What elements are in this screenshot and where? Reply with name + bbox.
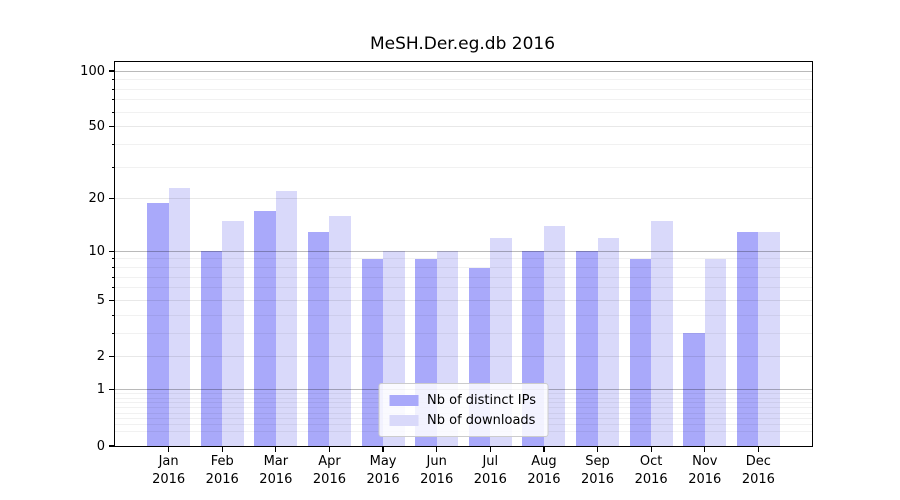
y-tick-minor [111,276,115,278]
y-tick-minor [111,314,115,316]
legend-row: Nb of downloads [389,410,536,430]
y-tick [109,445,115,447]
bar-distinct-ips-dec [736,231,759,446]
gridline-minor [115,111,812,113]
x-tick [704,447,706,453]
gridline-major [115,70,812,72]
x-tick-label: Oct 2016 [634,454,668,487]
x-tick [167,447,170,453]
x-tick [275,447,277,453]
x-tick-label: Jan 2016 [152,454,186,487]
x-tick-label: Aug 2016 [527,454,561,487]
y-tick-label: 2 [96,349,105,365]
chart-title: MeSH.Der.eg.db 2016 [369,34,556,54]
y-tick-label: 1 [96,382,105,398]
gridline-minor [115,99,812,101]
legend-label-downloads: Nb of downloads [427,412,536,428]
y-tick-minor [111,79,115,81]
bar-distinct-ips-nov [683,333,705,446]
x-tick-label: Feb 2016 [205,454,239,487]
legend-row: Nb of distinct IPs [389,390,536,410]
gridline-minor [115,88,812,90]
legend: Nb of distinct IPs Nb of downloads [378,383,549,437]
y-tick-minor [111,332,115,334]
x-tick-label: Sep 2016 [580,454,615,487]
bar-downloads-dec [758,231,780,446]
y-tick-label: 100 [80,63,105,79]
x-tick-label: Dec 2016 [741,454,775,487]
bar-downloads-sep [597,237,619,446]
bar-downloads-aug [543,226,566,446]
y-tick [109,198,115,200]
gridline-minor [115,79,812,81]
bar-distinct-ips-sep [576,251,598,446]
x-tick [221,447,223,453]
gridline-minor [115,143,812,145]
gridline-major [115,126,812,128]
bar-downloads-jan [168,187,191,446]
bar-distinct-ips-oct [629,258,652,446]
y-tick [109,389,115,391]
bar-downloads-nov [704,258,727,446]
y-tick-label: 5 [96,292,105,308]
bar-distinct-ips-may [361,258,384,446]
x-tick-label: Apr 2016 [312,454,346,487]
y-tick-minor [111,287,115,289]
gridline-minor [115,166,812,168]
y-tick-minor [111,267,115,269]
legend-swatch-distinct-ips [389,394,419,406]
bar-distinct-ips-apr [308,231,330,446]
legend-label-distinct-ips: Nb of distinct IPs [427,392,536,408]
bar-downloads-mar [275,191,298,446]
bar-downloads-oct [651,220,673,446]
x-tick [489,447,491,453]
bar-downloads-apr [329,215,351,446]
y-tick-label: 0 [96,438,105,454]
x-tick [650,447,652,453]
x-tick-label: May 2016 [366,454,400,487]
y-tick-minor [111,99,115,101]
y-tick-minor [111,166,115,168]
x-tick [596,447,599,453]
y-tick [109,70,115,72]
x-tick [543,447,545,453]
y-tick-label: 50 [88,119,105,135]
x-tick-label: Jun 2016 [420,454,454,487]
y-tick-minor [111,143,115,145]
y-tick-minor [111,258,115,260]
y-tick [109,299,115,302]
legend-swatch-downloads [389,414,419,426]
x-tick-label: Mar 2016 [259,454,293,487]
x-tick-label: Nov 2016 [688,454,722,487]
y-tick [109,125,115,128]
bar-distinct-ips-feb [200,251,223,446]
y-tick-label: 20 [88,191,105,207]
bar-downloads-feb [222,220,244,446]
y-tick [109,356,115,358]
y-tick [109,250,115,252]
x-tick [382,447,384,453]
bar-distinct-ips-jan [147,202,169,446]
gridline-major [115,198,812,200]
y-tick-minor [111,88,115,90]
plot-area: 0 1 2 5 10 20 50 100 Jan 2016 Feb 2016 Mar 2016 Apr 201… [80,61,813,487]
x-tick [328,447,331,453]
x-tick [436,447,438,453]
y-tick-label: 10 [88,243,105,259]
bar-distinct-ips-mar [254,211,276,446]
x-tick [757,447,760,453]
x-tick-label: Jul 2016 [473,454,507,487]
y-tick-minor [111,111,115,113]
